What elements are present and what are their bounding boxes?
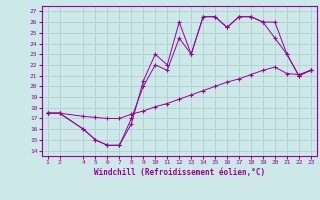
X-axis label: Windchill (Refroidissement éolien,°C): Windchill (Refroidissement éolien,°C) [94, 168, 265, 177]
